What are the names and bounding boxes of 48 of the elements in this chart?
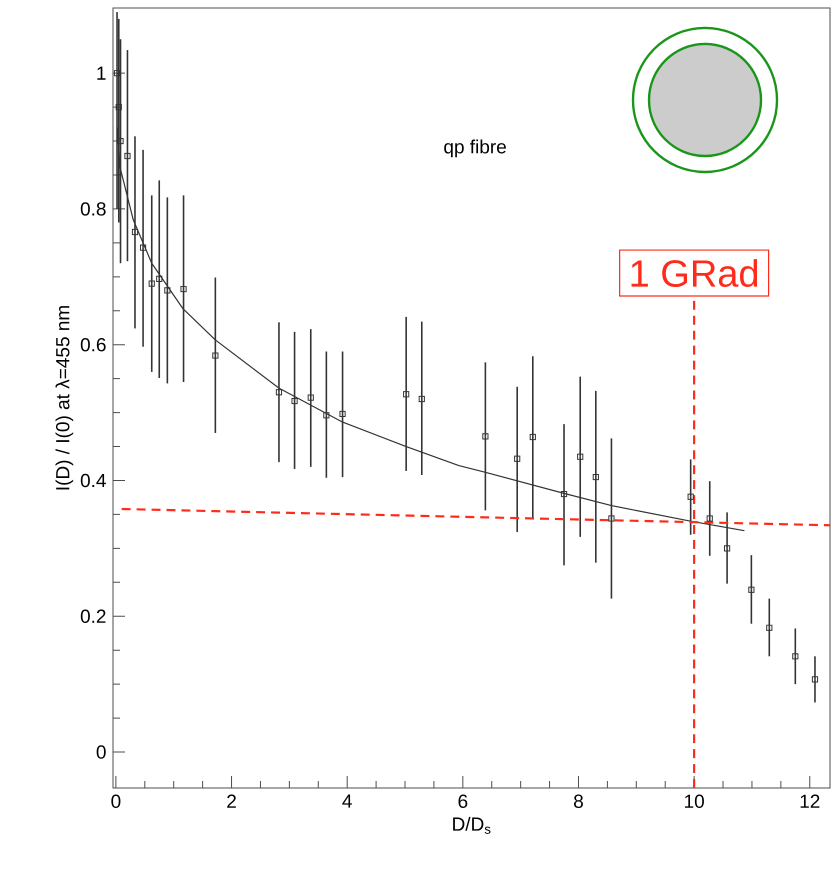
point [482,433,488,440]
point [308,394,314,401]
point [291,398,298,404]
x-tick-label: 12 [800,794,820,808]
point [117,138,124,144]
point [403,391,410,398]
point [592,474,599,480]
point [339,410,346,418]
y-tick-label: 0 [96,745,106,759]
y-axis-title: I(D) / I(0) at λ=455 nm [55,306,74,490]
y-tick-label: 0.4 [80,474,106,488]
point [212,352,218,359]
point [114,70,120,76]
point [140,244,146,251]
ref-line-label: 1 GRad [632,259,758,287]
point [180,286,187,292]
point [124,152,131,160]
x-tick-label: 8 [574,794,583,808]
point [164,287,170,294]
point [792,653,798,660]
point [530,434,536,440]
x-tick-label: 6 [458,794,468,808]
point [724,545,730,552]
x-axis-title: D/D$_{s}$ [453,816,490,834]
point [156,276,162,282]
point [812,676,818,682]
point [766,624,772,631]
annotation: qp fibre [444,140,506,158]
point [560,490,568,498]
y-tick-label: 0.8 [80,202,106,216]
x-tick-label: 2 [227,794,236,808]
point [688,494,694,500]
point [748,586,754,593]
point [132,228,138,236]
point [148,280,155,287]
point [418,396,425,402]
x-tick-label: 4 [342,794,352,808]
y-tick-label: 0.2 [80,610,106,623]
y-tick-label: 0.6 [80,338,106,352]
x-tick-label: 10 [685,794,704,808]
point [608,515,615,522]
point [706,515,713,522]
point [276,389,282,396]
point [323,412,330,418]
point [577,454,584,460]
point [514,456,520,462]
x-tick-label: 0 [111,794,120,808]
y-tick-label: 1 [97,66,106,80]
